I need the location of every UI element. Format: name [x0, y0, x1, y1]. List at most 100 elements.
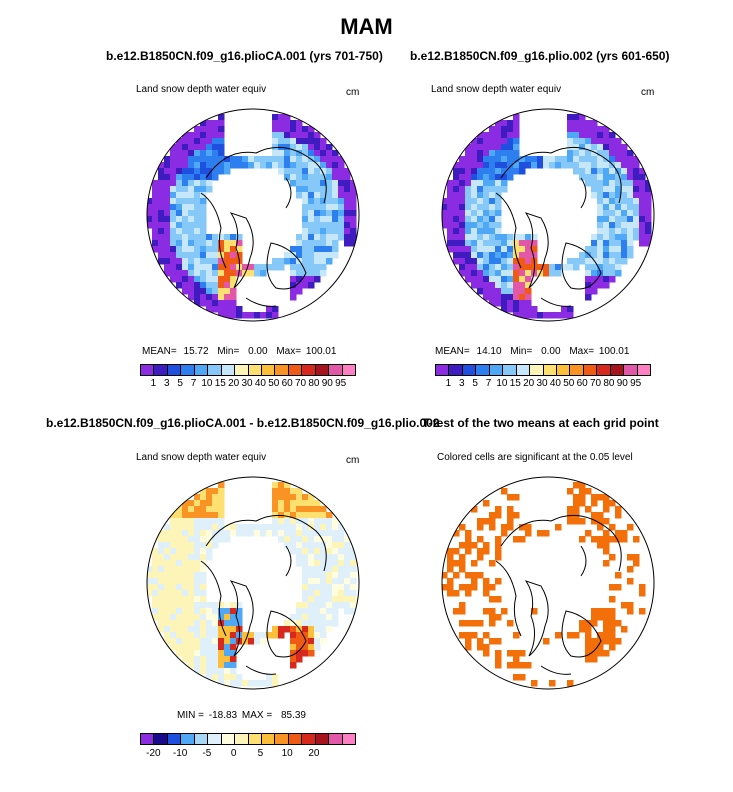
map-grid-cell [447, 584, 454, 591]
map-grid-cell [236, 312, 243, 319]
map-grid-cell [200, 198, 207, 205]
map-grid-cell [615, 192, 622, 199]
map-grid-cell [314, 566, 321, 573]
map-grid-cell [206, 144, 213, 151]
map-grid-cell [513, 120, 520, 127]
map-grid-cell [218, 500, 225, 507]
map-grid-cell [302, 614, 309, 621]
map-grid-cell [302, 270, 309, 277]
map-grid-cell [507, 294, 514, 301]
map-grid-cell [639, 240, 646, 247]
map-grid-cell [597, 542, 604, 549]
map-grid-cell [489, 192, 496, 199]
map-grid-cell [507, 620, 514, 627]
map-grid-cell [296, 608, 303, 615]
map-grid-cell [188, 144, 195, 151]
map-grid-cell [218, 138, 225, 145]
map-grid-cell [272, 632, 279, 639]
map-grid-cell [326, 572, 333, 579]
map-grid-cell [513, 246, 520, 253]
map-grid-cell [549, 312, 556, 319]
map-grid-cell [230, 674, 237, 681]
map-grid-cell [212, 608, 219, 615]
map-grid-cell [621, 228, 628, 235]
map-grid-cell [459, 566, 466, 573]
map-grid-cell [555, 312, 562, 319]
map-grid-cell [158, 620, 165, 627]
map-grid-cell [236, 608, 243, 615]
map-grid-cell [182, 530, 189, 537]
map-grid-cell [194, 506, 201, 513]
map-grid-cell [453, 162, 460, 169]
map-grid-cell [477, 204, 484, 211]
map-grid-cell [314, 174, 321, 181]
map-grid-cell [194, 644, 201, 651]
map-grid-cell [615, 530, 622, 537]
map-grid-cell [603, 168, 610, 175]
map-grid-cell [147, 210, 153, 217]
map-grid-cell [176, 572, 183, 579]
map-grid-cell [591, 276, 598, 283]
map-grid-cell [465, 590, 472, 597]
map-grid-cell [152, 560, 159, 567]
map-grid-cell [200, 216, 207, 223]
map-grid-cell [489, 584, 496, 591]
map-grid-cell [302, 138, 309, 145]
map-grid-cell [507, 282, 514, 289]
map-grid-cell [302, 144, 309, 151]
map-grid-cell [471, 246, 478, 253]
map-grid-cell [194, 656, 201, 663]
map-grid-cell [350, 608, 357, 615]
map-grid-cell [489, 144, 496, 151]
map-grid-cell [501, 126, 508, 133]
map-grid-cell [230, 294, 237, 301]
map-grid-cell [176, 156, 183, 163]
map-grid-cell [477, 264, 484, 271]
map-grid-cell [459, 234, 466, 241]
map-grid-cell [615, 240, 622, 247]
map-grid-cell [320, 518, 327, 525]
map-grid-cell [308, 198, 315, 205]
map-grid-cell [224, 282, 231, 289]
map-grid-cell [627, 210, 634, 217]
map-grid-cell [314, 638, 321, 645]
map-grid-cell [477, 132, 484, 139]
map-grid-cell [176, 234, 183, 241]
map-grid-cell [158, 584, 165, 591]
map-grid-cell [272, 138, 279, 145]
panel3-max-label: MAX = [241, 710, 273, 721]
colorbar-tick-label: 30 [536, 378, 548, 389]
map-grid-cell [609, 608, 616, 615]
colorbar-swatch [570, 365, 584, 375]
map-grid-cell [326, 174, 333, 181]
map-grid-cell [495, 656, 502, 663]
map-grid-cell [308, 530, 315, 537]
map-grid-cell [290, 258, 297, 265]
map-grid-cell [597, 222, 604, 229]
map-grid-cell [320, 524, 327, 531]
map-grid-cell [561, 264, 568, 271]
map-grid-cell [314, 138, 321, 145]
panel2-colorbar [435, 364, 651, 376]
map-grid-cell [296, 656, 303, 663]
map-grid-cell [218, 288, 225, 295]
panel3-max: 85.39 [280, 710, 306, 721]
map-grid-cell [236, 620, 243, 627]
map-grid-cell [579, 482, 586, 489]
map-grid-cell [200, 246, 207, 253]
map-grid-cell [284, 156, 291, 163]
map-grid-cell [350, 210, 357, 217]
map-grid-cell [633, 554, 640, 561]
map-grid-cell [206, 294, 213, 301]
colorbar-tick-label: 1 [150, 378, 157, 389]
map-grid-cell [218, 126, 225, 133]
map-grid-cell [302, 524, 309, 531]
map-grid-cell [627, 578, 634, 585]
colorbar-tick-label: 60 [576, 378, 588, 389]
map-grid-cell [158, 608, 165, 615]
map-grid-cell [188, 204, 195, 211]
map-grid-cell [278, 626, 285, 633]
map-grid-cell [633, 234, 640, 241]
map-grid-cell [200, 204, 207, 211]
map-grid-cell [176, 620, 183, 627]
